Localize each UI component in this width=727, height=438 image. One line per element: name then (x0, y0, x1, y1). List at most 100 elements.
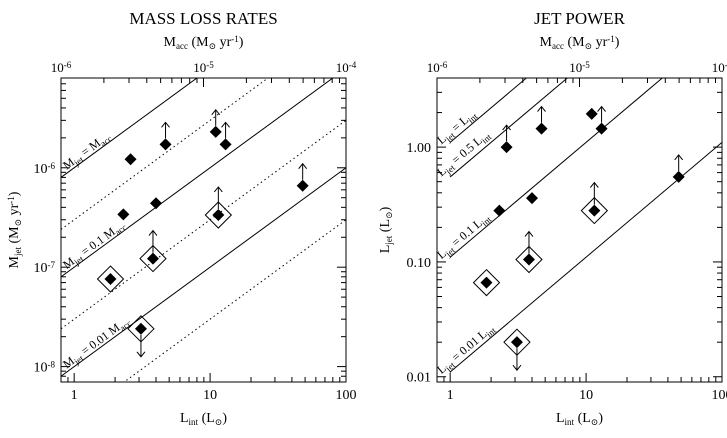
arrow-head (148, 229, 158, 236)
data-point (535, 105, 548, 135)
top-tick-label: 10-6 (427, 60, 448, 75)
y-tick-label: 10-6 (34, 161, 56, 177)
x-axis-unit: (L (198, 411, 215, 426)
top-tick-exp: -5 (582, 60, 590, 70)
point-outer-diamond (472, 268, 501, 297)
ratio-line-dotted (61, 119, 346, 330)
data-point (595, 105, 608, 135)
top-axis-unit-sub: ⊙ (585, 41, 593, 51)
line-label: Mjet = 0.1 Macc (60, 217, 128, 273)
point-marker (672, 170, 685, 183)
x-axis-symbol: L (180, 411, 189, 426)
line-label-rest: = 0.1 M (76, 224, 118, 260)
top-axis-label: Macc (M⊙ yr-1) (164, 34, 244, 50)
y-axis-symbol-sub: jet (13, 247, 23, 257)
x-axis-unit-close: ) (222, 411, 227, 426)
point-marker (535, 122, 548, 135)
top-axis-symbol: M (164, 35, 177, 50)
x-axis-label: Lint (L⊙) (556, 411, 603, 427)
x-tick-label: 1 (447, 388, 454, 403)
point-marker (480, 276, 493, 289)
top-tick-exp: -4 (725, 60, 727, 70)
data-point (209, 109, 222, 138)
ratio-line (61, 78, 334, 278)
top-tick-exp: -5 (206, 60, 214, 70)
line-label-rest: = 0.01 L (447, 327, 490, 366)
x-axis-symbol-sub: int (565, 417, 575, 427)
point-outer-diamond (580, 196, 609, 225)
x-axis-symbol: L (556, 411, 565, 426)
top-tick-base: 10 (193, 60, 206, 75)
y-axis-symbol-sub: jet (384, 235, 394, 245)
data-point (204, 186, 233, 229)
arrow-head (502, 124, 511, 131)
data-point (503, 328, 531, 371)
data-point (672, 154, 685, 183)
data-point (139, 229, 167, 273)
x-axis-label: Lint (L⊙) (180, 411, 227, 427)
point-outer-diamond (515, 245, 543, 274)
line-label: Mjet = Macc (60, 129, 114, 174)
line-label: Mjet = 0.01 Macc (60, 313, 133, 372)
y-tick-base: 10 (34, 162, 48, 177)
data-point (124, 153, 137, 166)
y-tick-base: 10 (34, 361, 48, 376)
top-axis-unit-sup: -1 (231, 34, 239, 44)
point-marker (585, 107, 598, 120)
point-marker (212, 208, 225, 221)
ratio-line (449, 78, 569, 178)
point-marker (146, 252, 159, 265)
chart-title: JET POWER (534, 9, 625, 28)
point-outer-diamond (96, 265, 125, 293)
y-axis-unit: (L (378, 219, 393, 236)
point-marker (117, 208, 130, 221)
point-marker (493, 204, 506, 217)
point-marker (150, 197, 162, 210)
y-tick-exp: -7 (48, 261, 56, 271)
point-marker (296, 179, 309, 192)
top-axis-label: Macc (M⊙ yr-1) (540, 34, 620, 50)
top-axis-symbol-sub: acc (552, 41, 564, 51)
data-point (585, 107, 598, 120)
line-label-rest: = 0.01 M (76, 320, 123, 360)
point-marker (124, 153, 137, 166)
y-axis-symbol: L (378, 245, 393, 254)
arrow-head (211, 109, 221, 116)
arrow-head (298, 162, 308, 170)
point-marker (595, 122, 608, 135)
top-tick-base: 10 (569, 60, 582, 75)
data-point (159, 121, 172, 151)
data-point (117, 208, 130, 221)
y-axis-symbol: M (7, 255, 22, 268)
ratio-line (61, 78, 198, 178)
top-axis-unit-close: ) (239, 35, 244, 50)
ratio-line (449, 78, 528, 143)
top-axis-symbol-sub: acc (176, 41, 188, 51)
top-tick-label: 10-4 (336, 60, 357, 75)
y-tick-exp: -6 (48, 161, 56, 171)
y-axis-unit-sub: ⊙ (13, 219, 23, 227)
ratio-line-dotted (61, 78, 269, 230)
arrow-head (161, 121, 170, 128)
arrow-head (512, 364, 522, 371)
top-tick-label: 10-6 (51, 60, 72, 75)
y-tick-exp: -8 (48, 360, 56, 370)
arrow-head (136, 351, 146, 358)
arrow-head (674, 154, 684, 161)
data-point (127, 315, 155, 358)
top-tick-base: 10 (51, 60, 64, 75)
y-tick-base: 10 (34, 261, 48, 276)
point-marker (526, 192, 538, 205)
point-marker (588, 204, 601, 217)
data-point (580, 181, 609, 225)
y-axis-unit-close: ) (7, 191, 22, 196)
top-axis-unit: (M (188, 35, 209, 50)
x-axis-unit-sub: ⊙ (591, 417, 599, 427)
y-tick-label: 1.00 (407, 141, 432, 156)
data-point (96, 265, 125, 293)
top-tick-label: 10-5 (193, 60, 214, 75)
top-axis-unit-yr: yr (216, 35, 232, 50)
y-tick-label: 10-8 (34, 360, 56, 376)
arrow-head (524, 230, 534, 237)
